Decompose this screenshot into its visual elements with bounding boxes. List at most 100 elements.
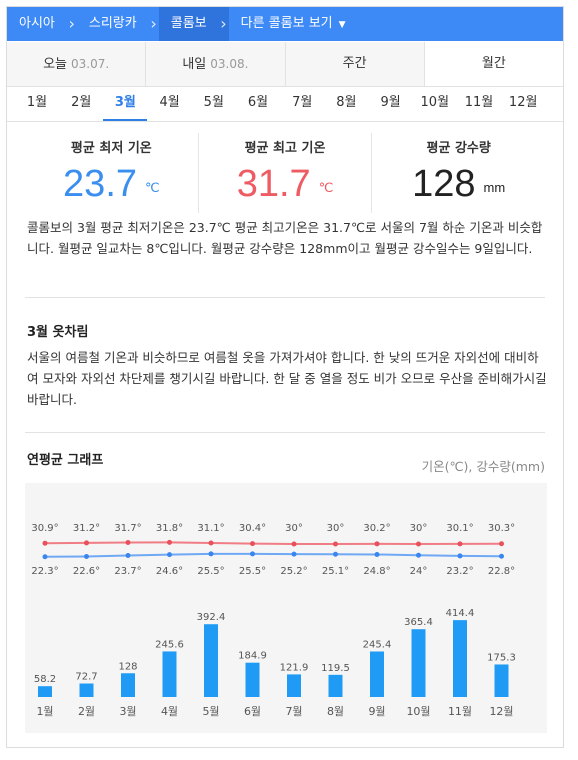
- month-axis-label: 10월: [406, 705, 430, 718]
- min-temp-label: 22.6°: [73, 566, 100, 577]
- month-tab-6[interactable]: 6월: [247, 95, 269, 110]
- rain-bar-label: 392.4: [197, 612, 226, 623]
- divider: [25, 297, 545, 298]
- tab-monthly[interactable]: 월간: [424, 42, 563, 86]
- min-temp-point: [84, 553, 89, 559]
- month-tab-11[interactable]: 11월: [464, 95, 494, 110]
- max-temp-point: [416, 541, 421, 547]
- min-temp-point: [167, 552, 172, 558]
- rain-bar: [287, 674, 301, 697]
- month-tab-1[interactable]: 1월: [26, 95, 48, 110]
- breadcrumb: 아시아 › 스리랑카 › 콜롬보 › 다른 콜롬보 보기 ▼: [7, 7, 563, 41]
- rain-bar: [411, 629, 426, 697]
- max-temp-point: [499, 541, 504, 547]
- max-temp-label: 31.2°: [73, 523, 100, 534]
- chevron-right-icon: ›: [150, 14, 157, 33]
- min-temp-point: [457, 553, 463, 559]
- rain-bar-label: 184.9: [238, 651, 267, 662]
- min-temp-label: 23.7°: [114, 566, 141, 577]
- rain-bar: [121, 673, 135, 697]
- month-tab-7[interactable]: 7월: [292, 95, 313, 110]
- max-temp-label: 30.4°: [239, 523, 266, 534]
- rain-bar: [162, 651, 177, 697]
- max-temp-label: 30°: [327, 523, 345, 534]
- stat-max-temp: 평균 최고 기온 31.7 ℃: [199, 133, 373, 213]
- rain-bar-label: 128: [118, 661, 137, 672]
- rain-bar: [204, 624, 218, 697]
- tab-weekly[interactable]: 주간: [286, 42, 425, 86]
- max-temp-line: [44, 541, 502, 546]
- max-temp-point: [208, 540, 214, 546]
- month-tab-2[interactable]: 2월: [71, 95, 92, 110]
- min-temp-label: 24.6°: [156, 566, 183, 577]
- breadcrumb-colombo[interactable]: 콜롬보 ›: [158, 7, 229, 41]
- monthly-summary: 콜롬보의 3월 평균 최저기온은 23.7℃ 평균 최고기온은 31.7℃로 서…: [27, 220, 543, 256]
- month-axis-label: 12월: [489, 705, 513, 718]
- day-tabs: 오늘 03.07. 내일 03.08. 주간 월간: [7, 42, 563, 87]
- month-axis-label: 5월: [202, 705, 219, 718]
- month-axis-label: 6월: [244, 705, 261, 718]
- graph-title: 연평균 그래프: [27, 453, 104, 468]
- month-tab-4[interactable]: 4월: [159, 95, 180, 110]
- breadcrumb-asia[interactable]: 아시아 ›: [7, 7, 77, 41]
- min-temp-point: [208, 551, 214, 557]
- stat-rainfall: 평균 강수량 128 mm: [372, 133, 545, 213]
- min-temp-point: [374, 551, 380, 557]
- stat-value: 31.7: [236, 163, 311, 205]
- min-temp-label: 24°: [410, 566, 428, 577]
- divider: [25, 432, 545, 433]
- min-temp-label: 25.1°: [322, 566, 349, 577]
- month-axis-label: 1월: [36, 705, 53, 718]
- month-tab-5[interactable]: 5월: [203, 95, 224, 110]
- max-temp-point: [84, 540, 89, 546]
- max-temp-label: 30°: [410, 523, 428, 534]
- stat-unit: ℃: [145, 180, 160, 195]
- min-temp-label: 25.2°: [280, 566, 307, 577]
- breadcrumb-srilanka[interactable]: 스리랑카 ›: [77, 7, 159, 41]
- month-tab-9[interactable]: 9월: [380, 95, 401, 110]
- rain-bar-label: 121.9: [280, 662, 309, 673]
- rain-bar-label: 245.6: [155, 639, 184, 650]
- min-temp-label: 22.3°: [31, 566, 58, 577]
- month-axis-label: 8월: [327, 705, 344, 718]
- max-temp-point: [374, 541, 380, 547]
- min-temp-label: 25.5°: [239, 566, 266, 577]
- month-axis-label: 4월: [161, 705, 178, 718]
- annual-chart-svg: 30.9° 31.2° 31.7° 31.8° 31.1° 30.4° 30° 30° 30.2…: [31, 523, 516, 718]
- rain-bar-label: 365.4: [404, 617, 433, 628]
- max-temp-label: 30°: [285, 523, 303, 534]
- stat-label: 평균 최고 기온: [244, 141, 326, 156]
- max-temp-point: [333, 541, 338, 547]
- annual-chart: 30.9° 31.2° 31.7° 31.8° 31.1° 30.4° 30° 30° 30.2…: [25, 483, 547, 733]
- max-temp-label: 31.8°: [156, 523, 183, 534]
- tab-tomorrow[interactable]: 내일 03.08.: [146, 42, 286, 86]
- other-colombo-dropdown[interactable]: 다른 콜롬보 보기 ▼: [240, 16, 346, 31]
- stat-label: 평균 강수량: [426, 141, 491, 156]
- rain-bar-label: 175.3: [487, 652, 516, 663]
- min-temp-point: [416, 552, 421, 558]
- max-temp-label: 31.7°: [114, 523, 141, 534]
- min-temp-label: 23.2°: [446, 566, 473, 577]
- max-temp-point: [250, 541, 255, 547]
- month-tabs: 1월 2월 3월 4월 5월 6월 7월 8월 9월 10월 11월 12월: [7, 87, 563, 122]
- rain-bar: [245, 662, 260, 697]
- max-temp-label: 30.1°: [446, 523, 473, 534]
- max-temp-point: [457, 541, 463, 547]
- stat-value: 128: [412, 163, 476, 205]
- month-tab-10[interactable]: 10월: [420, 95, 450, 110]
- tab-today[interactable]: 오늘 03.07.: [7, 42, 147, 86]
- month-tab-8[interactable]: 8월: [336, 95, 357, 110]
- stat-min-temp: 평균 최저 기온 23.7 ℃: [25, 133, 199, 213]
- max-temp-point: [291, 541, 297, 547]
- rain-bar: [38, 686, 52, 697]
- month-tab-12[interactable]: 12월: [508, 95, 538, 110]
- month-axis-label: 9월: [368, 705, 385, 718]
- max-temp-point: [167, 539, 172, 545]
- max-temp-point: [42, 540, 48, 546]
- rain-bar: [370, 651, 384, 697]
- max-temp-label: 31.1°: [197, 523, 224, 534]
- stat-unit: ℃: [318, 180, 334, 195]
- rain-bar-label: 72.7: [75, 672, 97, 683]
- month-tab-3[interactable]: 3월: [103, 87, 148, 121]
- min-temp-label: 22.8°: [488, 566, 515, 577]
